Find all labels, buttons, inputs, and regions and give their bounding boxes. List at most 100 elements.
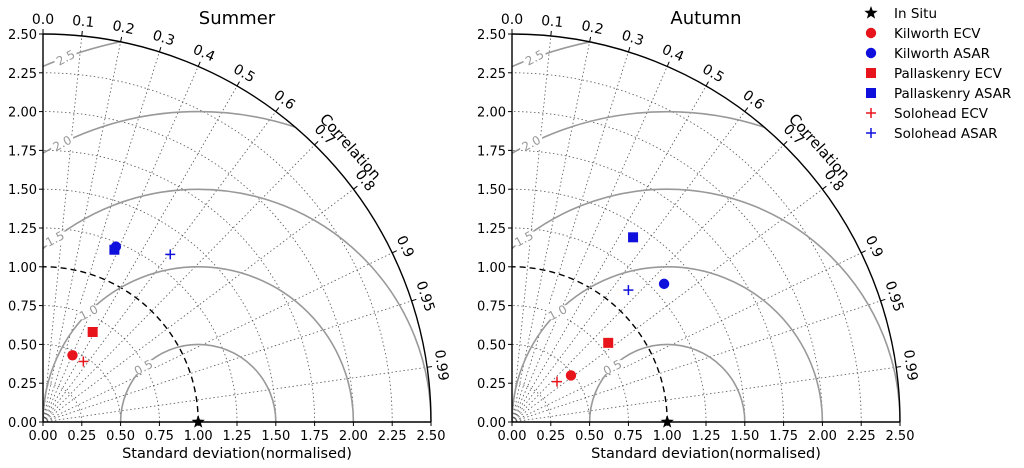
- correlation-tick: [81, 30, 83, 36]
- legend-label-pallaskenry-ecv: Pallaskenry ECV: [894, 66, 1003, 82]
- point-pallaskenry-ecv: [87, 326, 98, 337]
- svg-text:2.5: 2.5: [523, 47, 546, 68]
- x-tick-label: 2.25: [378, 429, 407, 444]
- correlation-tick-label: 0.0: [32, 12, 54, 28]
- rms-contour: [588, 343, 746, 422]
- rms-contour: [43, 110, 431, 422]
- x-tick-label: 0.75: [614, 429, 643, 444]
- y-tick-label: 2.00: [477, 106, 506, 121]
- rms-contour: [43, 188, 431, 422]
- reference-std-arc: [511, 266, 668, 423]
- y-tick-label: 0.25: [477, 377, 506, 392]
- x-tick-label: 1.25: [223, 429, 252, 444]
- correlation-tick-label: 0.9: [862, 233, 886, 260]
- x-tick-label: 0.50: [575, 429, 604, 444]
- y-tick-label: 1.75: [477, 144, 506, 159]
- point-in-situ: [660, 415, 674, 428]
- correlation-grid-line: [511, 144, 784, 423]
- correlation-tick-label: 0.4: [190, 42, 217, 66]
- correlation-grid-line: [511, 85, 707, 423]
- rms-contour-label: 1.5: [512, 228, 535, 249]
- x-tick-label: 1.00: [184, 429, 213, 444]
- correlation-tick: [391, 250, 397, 254]
- y-tick-label: 0.75: [8, 300, 37, 315]
- y-tick-label: 1.50: [8, 183, 37, 198]
- correlation-tick: [550, 30, 552, 36]
- correlation-tick-label: 0.3: [620, 28, 646, 50]
- correlation-tick: [705, 81, 709, 87]
- correlation-tick-label: 0.6: [739, 87, 766, 113]
- correlation-tick-label: 0.2: [580, 18, 605, 38]
- legend-label-solohead-ecv: Solohead ECV: [894, 106, 989, 122]
- correlation-grid-line: [42, 66, 199, 423]
- rms-contour: [119, 343, 277, 422]
- y-tick-label: 0.25: [8, 377, 37, 392]
- correlation-tick-label: 0.5: [230, 61, 257, 86]
- legend-marker-solohead-asar: [866, 128, 876, 138]
- std-grid-arc: [42, 227, 238, 423]
- x-tick-label: 0.75: [145, 429, 174, 444]
- correlation-tick: [120, 36, 123, 42]
- point-solohead-ecv: [78, 356, 89, 367]
- rms-contour: [43, 266, 355, 422]
- correlation-tick: [236, 81, 240, 87]
- correlation-grid-line: [42, 85, 238, 423]
- correlation-tick: [666, 61, 670, 67]
- correlation-tick: [158, 46, 162, 53]
- y-tick-label: 1.00: [8, 261, 37, 276]
- point-solohead-ecv: [552, 376, 563, 387]
- y-tick-label: 1.25: [8, 222, 37, 237]
- rms-contour-label: 0.5: [601, 357, 624, 378]
- correlation-tick: [860, 250, 866, 254]
- legend: In Situ Kilworth ECV Kilworth ASAR Pallaske…: [864, 6, 1011, 142]
- correlation-grid-line: [511, 66, 668, 423]
- correlation-tick: [353, 185, 358, 190]
- correlation-tick-label: 0.1: [540, 13, 564, 31]
- rms-contour-label: 1.0: [77, 302, 100, 323]
- y-tick-label: 2.25: [477, 67, 506, 82]
- correlation-grid-line: [511, 35, 552, 423]
- y-tick-label: 0.50: [8, 338, 37, 353]
- rms-contour-label: 0.5: [132, 357, 155, 378]
- legend-label-kilworth-ecv: Kilworth ECV: [894, 26, 981, 42]
- correlation-grid-line: [42, 188, 354, 423]
- reference-std-arc: [42, 266, 199, 423]
- correlation-grid-line: [42, 300, 412, 423]
- correlation-tick: [896, 366, 902, 368]
- correlation-grid-line: [42, 252, 393, 423]
- std-grid-arc: [42, 344, 121, 423]
- rms-contour-label: 2.0: [51, 133, 74, 154]
- x-axis-label: Standard deviation(normalised): [591, 446, 821, 462]
- correlation-tick-label: 0.99: [900, 349, 920, 382]
- y-tick-label: 0.75: [477, 300, 506, 315]
- legend-label-solohead-asar: Solohead ASAR: [894, 126, 998, 142]
- legend-marker-pallaskenry-asar: [866, 88, 876, 98]
- correlation-tick: [783, 140, 788, 146]
- correlation-grid-line: [42, 111, 277, 423]
- correlation-tick-label: 0.95: [412, 279, 437, 314]
- x-tick-label: 0.25: [536, 429, 565, 444]
- y-tick-label: 2.00: [8, 106, 37, 121]
- x-tick-label: 0.00: [498, 429, 527, 444]
- y-tick-label: 0.00: [477, 416, 506, 431]
- rms-contour: [512, 266, 824, 422]
- y-tick-label: 0.50: [477, 338, 506, 353]
- correlation-tick-label: 0.4: [659, 42, 686, 66]
- correlation-grid-line: [42, 51, 160, 423]
- x-tick-label: 1.75: [300, 429, 329, 444]
- x-axis-label: Standard deviation(normalised): [122, 446, 352, 462]
- point-in-situ: [191, 415, 205, 428]
- x-tick-label: 2.25: [847, 429, 876, 444]
- correlation-grid-line: [511, 366, 897, 423]
- rms-contour-label: 1.5: [43, 228, 66, 249]
- std-grid-arc: [42, 305, 160, 423]
- correlation-tick-label: 0.0: [501, 12, 523, 28]
- point-pallaskenry-ecv: [603, 337, 614, 348]
- correlation-tick-label: 0.5: [699, 61, 726, 86]
- legend-label-kilworth-asar: Kilworth ASAR: [894, 46, 990, 62]
- x-tick-label: 0.50: [106, 429, 135, 444]
- correlation-tick-label: 0.3: [151, 28, 177, 50]
- std-grid-arc: [42, 188, 277, 423]
